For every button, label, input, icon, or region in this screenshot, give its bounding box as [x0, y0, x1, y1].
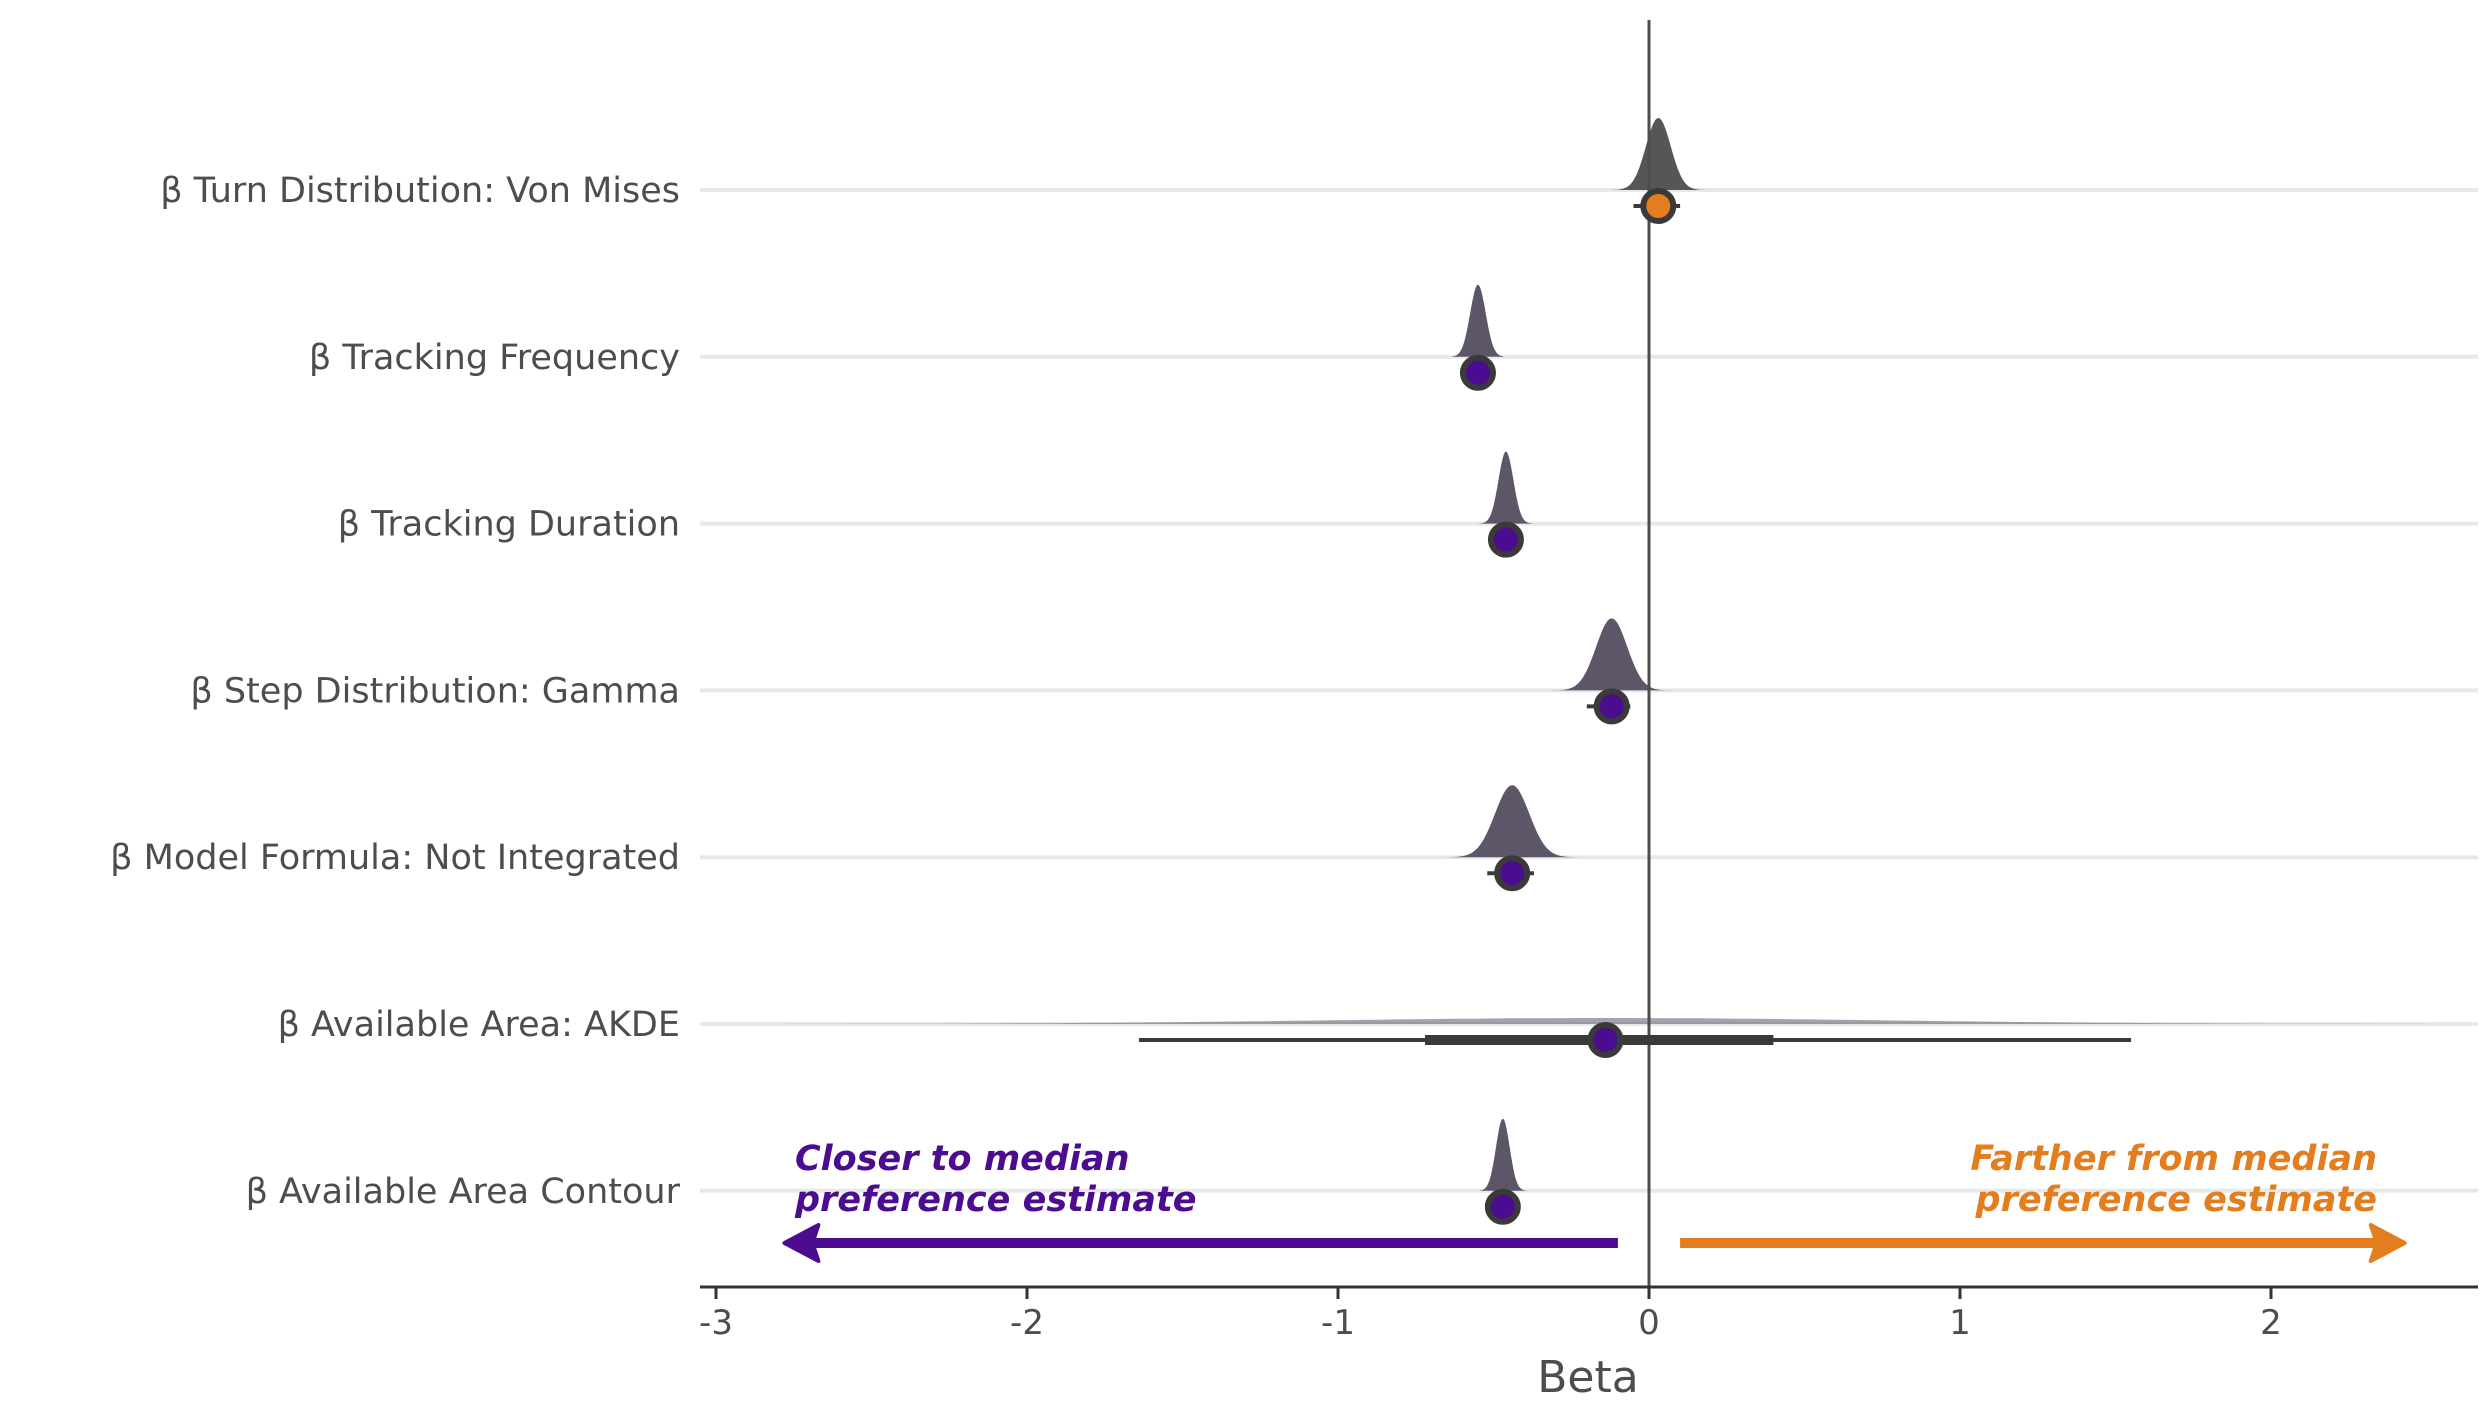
y-axis-labels: β Turn Distribution: Von Mises β Tracking…: [110, 171, 680, 1212]
interval-layer: [1138, 188, 2132, 1225]
row-label: β Tracking Duration: [338, 505, 680, 545]
density-curve: [1446, 284, 1509, 357]
median-point: [1484, 1188, 1521, 1225]
density-curve: [1476, 451, 1536, 524]
closer-annotation-line1: Closer to median: [795, 1139, 1130, 1179]
median-point: [1494, 855, 1531, 892]
x-tick-label: -2: [1010, 1303, 1044, 1343]
farther-arrow-head: [2368, 1223, 2407, 1263]
x-axis: -3 -2 -1 0 1 2: [699, 1285, 2478, 1343]
row-label: β Tracking Frequency: [309, 338, 680, 378]
direction-annotations: Closer to median preference estimate Far…: [782, 1139, 2407, 1263]
row-label: β Available Area: AKDE: [278, 1005, 680, 1045]
density-curve: [1475, 1118, 1531, 1191]
row-label: β Step Distribution: Gamma: [190, 671, 680, 711]
row-label: β Turn Distribution: Von Mises: [160, 171, 680, 211]
closer-annotation-line2: preference estimate: [794, 1180, 1196, 1220]
median-point: [1640, 188, 1677, 224]
density-curve: [784, 1018, 2427, 1024]
row-label: β Model Formula: Not Integrated: [110, 838, 680, 878]
median-point: [1593, 688, 1630, 725]
density-curve: [1443, 785, 1581, 858]
median-point: [1487, 521, 1524, 558]
density-curve: [1608, 118, 1709, 190]
median-point: [1587, 1022, 1624, 1058]
density-curve: [1549, 618, 1674, 691]
farther-annotation-line2: preference estimate: [1975, 1180, 2377, 1220]
x-tick-label: -1: [1321, 1303, 1355, 1343]
x-tick-label: 2: [2260, 1303, 2282, 1343]
x-tick-label: 1: [1949, 1303, 1971, 1343]
density-layer: [784, 118, 2427, 1191]
x-axis-title: Beta: [1537, 1352, 1638, 1403]
closer-arrow-head: [782, 1223, 821, 1263]
farther-annotation-line1: Farther from median: [1970, 1139, 2377, 1179]
x-tick-label: -3: [699, 1303, 733, 1343]
median-point: [1459, 354, 1496, 391]
row-label: β Available Area Contour: [246, 1172, 681, 1212]
x-tick-label: 0: [1638, 1303, 1660, 1343]
